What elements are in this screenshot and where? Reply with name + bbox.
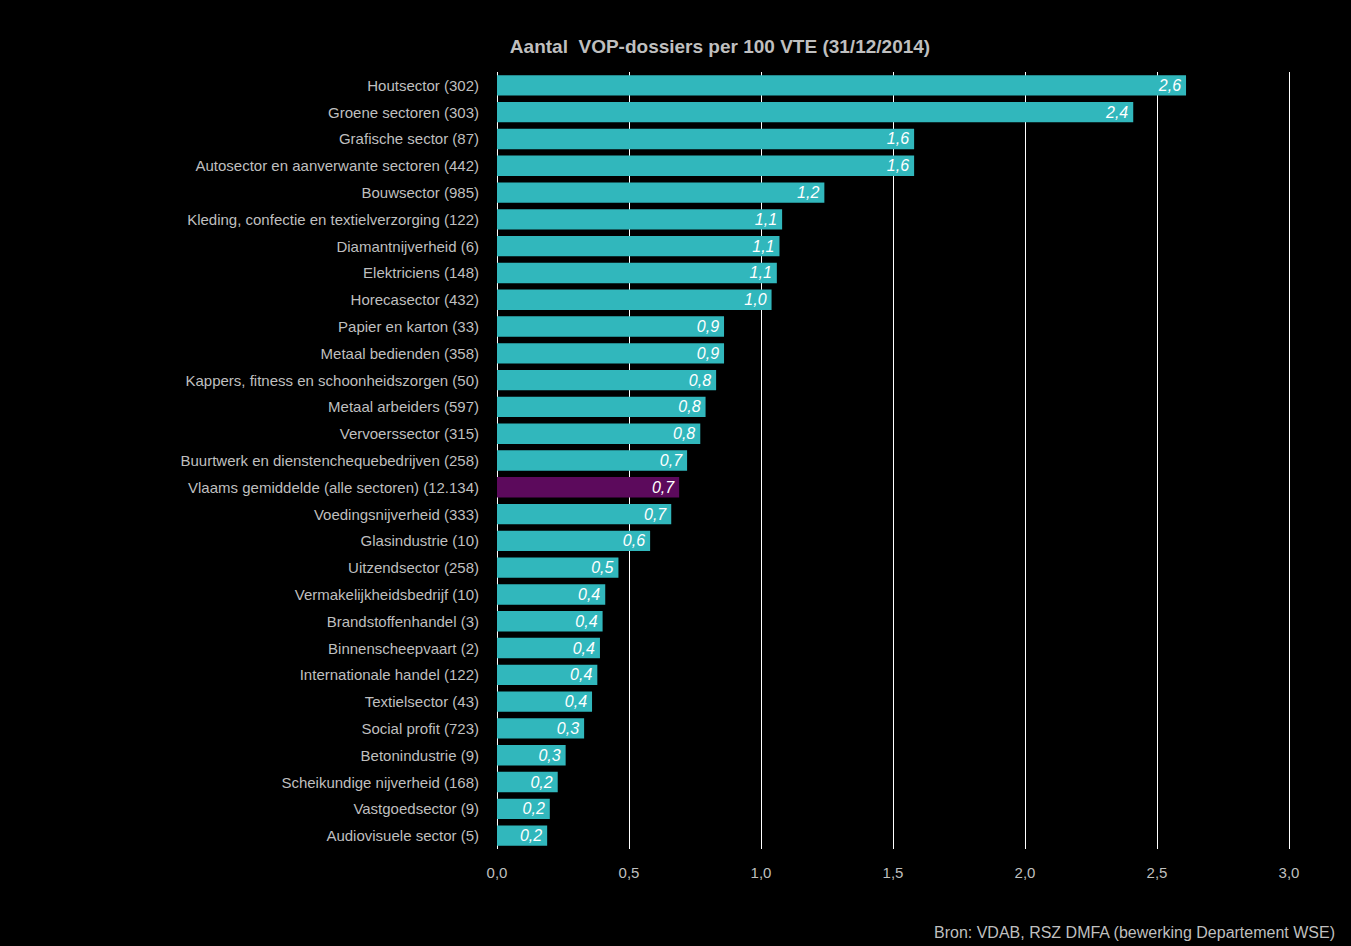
svg-text:2,0: 2,0 — [1015, 864, 1036, 881]
svg-text:1,1: 1,1 — [755, 211, 777, 228]
svg-text:0,2: 0,2 — [530, 774, 552, 791]
svg-text:Aantal VOP-dossiers per 100 V: Aantal VOP-dossiers per 100 VTE (31/12/2… — [510, 36, 930, 57]
svg-text:Diamantnijverheid (6): Diamantnijverheid (6) — [336, 238, 479, 255]
svg-text:0,4: 0,4 — [578, 586, 600, 603]
svg-text:Brandstoffenhandel (3): Brandstoffenhandel (3) — [327, 613, 479, 630]
svg-text:0,3: 0,3 — [557, 720, 579, 737]
svg-text:Metaal arbeiders (597): Metaal arbeiders (597) — [328, 398, 479, 415]
svg-text:0,7: 0,7 — [644, 506, 667, 523]
svg-text:1,0: 1,0 — [744, 291, 766, 308]
svg-text:0,3: 0,3 — [538, 747, 560, 764]
svg-text:Kappers, fitness en schoonheid: Kappers, fitness en schoonheidszorgen (5… — [185, 372, 479, 389]
svg-text:Elektriciens (148): Elektriciens (148) — [363, 264, 479, 281]
svg-text:0,4: 0,4 — [575, 613, 597, 630]
svg-text:Houtsector (302): Houtsector (302) — [367, 77, 479, 94]
svg-text:0,2: 0,2 — [520, 827, 542, 844]
svg-text:0,5: 0,5 — [619, 864, 640, 881]
svg-text:2,4: 2,4 — [1105, 104, 1128, 121]
svg-text:Vervoerssector (315): Vervoerssector (315) — [340, 425, 479, 442]
svg-text:0,6: 0,6 — [623, 532, 645, 549]
svg-text:Binnenscheepvaart (2): Binnenscheepvaart (2) — [328, 640, 479, 657]
svg-text:1,2: 1,2 — [797, 184, 819, 201]
svg-text:2,6: 2,6 — [1158, 77, 1181, 94]
svg-text:0,4: 0,4 — [573, 640, 595, 657]
svg-text:0,9: 0,9 — [697, 345, 719, 362]
svg-text:0,9: 0,9 — [697, 318, 719, 335]
svg-text:Scheikundige nijverheid (168): Scheikundige nijverheid (168) — [281, 774, 479, 791]
svg-text:3,0: 3,0 — [1279, 864, 1300, 881]
svg-text:Internationale handel (122): Internationale handel (122) — [300, 666, 479, 683]
svg-text:1,0: 1,0 — [751, 864, 772, 881]
svg-text:Social profit (723): Social profit (723) — [361, 720, 479, 737]
svg-text:0,0: 0,0 — [487, 864, 508, 881]
svg-text:1,1: 1,1 — [750, 264, 772, 281]
svg-text:Uitzendsector (258): Uitzendsector (258) — [348, 559, 479, 576]
svg-text:Glasindustrie (10): Glasindustrie (10) — [361, 532, 479, 549]
svg-text:0,4: 0,4 — [565, 693, 587, 710]
svg-text:Groene sectoren (303): Groene sectoren (303) — [328, 104, 479, 121]
svg-text:Kleding, confectie en textielv: Kleding, confectie en textielverzorging … — [187, 211, 479, 228]
svg-text:Bouwsector (985): Bouwsector (985) — [361, 184, 479, 201]
svg-text:Grafische sector (87): Grafische sector (87) — [339, 130, 479, 147]
svg-text:Textielsector (43): Textielsector (43) — [365, 693, 479, 710]
svg-text:Horecasector (432): Horecasector (432) — [351, 291, 479, 308]
svg-text:0,4: 0,4 — [570, 666, 592, 683]
svg-text:Metaal bedienden (358): Metaal bedienden (358) — [321, 345, 479, 362]
svg-text:0,7: 0,7 — [660, 452, 683, 469]
svg-text:0,8: 0,8 — [678, 398, 700, 415]
svg-text:0,7: 0,7 — [652, 479, 675, 496]
svg-text:Vermakelijkheidsbedrijf (10): Vermakelijkheidsbedrijf (10) — [295, 586, 479, 603]
svg-text:Autosector en aanverwante sect: Autosector en aanverwante sectoren (442) — [196, 157, 480, 174]
svg-text:0,2: 0,2 — [523, 800, 545, 817]
svg-text:0,8: 0,8 — [689, 372, 711, 389]
svg-text:Bron: VDAB, RSZ DMFA (bewerkin: Bron: VDAB, RSZ DMFA (bewerking Departem… — [934, 924, 1335, 941]
svg-text:Audiovisuele sector (5): Audiovisuele sector (5) — [326, 827, 479, 844]
svg-text:1,6: 1,6 — [887, 157, 909, 174]
svg-text:Vlaams gemiddelde (alle sector: Vlaams gemiddelde (alle sectoren) (12.13… — [188, 479, 479, 496]
svg-text:0,5: 0,5 — [591, 559, 613, 576]
svg-text:Vastgoedsector (9): Vastgoedsector (9) — [353, 800, 479, 817]
svg-text:1,6: 1,6 — [887, 130, 909, 147]
svg-text:1,5: 1,5 — [883, 864, 904, 881]
svg-text:1,1: 1,1 — [752, 238, 774, 255]
svg-text:Buurtwerk en dienstenchequebed: Buurtwerk en dienstenchequebedrijven (25… — [180, 452, 479, 469]
svg-text:2,5: 2,5 — [1147, 864, 1168, 881]
svg-text:0,8: 0,8 — [673, 425, 695, 442]
svg-text:Papier en karton (33): Papier en karton (33) — [338, 318, 479, 335]
svg-text:Betonindustrie (9): Betonindustrie (9) — [361, 747, 479, 764]
svg-text:Voedingsnijverheid (333): Voedingsnijverheid (333) — [314, 506, 479, 523]
